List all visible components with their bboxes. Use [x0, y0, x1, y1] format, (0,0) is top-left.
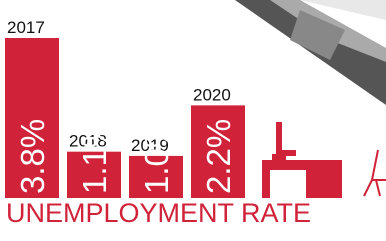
year-label: 2017 [7, 18, 45, 37]
value-label: 1.1% [76, 119, 113, 194]
page: {"chart_data": {"type": "bar", "title": … [0, 0, 386, 241]
chart: UNEMPLOYMENT RATE 20173.8%20181.1%20191.… [0, 0, 386, 241]
value-label: 3.8% [14, 119, 51, 194]
year-label: 2020 [193, 85, 231, 104]
chart-title: UNEMPLOYMENT RATE [6, 198, 311, 228]
value-label: 1.0% [138, 119, 175, 194]
value-label: 2.2% [200, 119, 237, 194]
desk-icon [262, 122, 342, 198]
chair-icon [364, 150, 386, 196]
